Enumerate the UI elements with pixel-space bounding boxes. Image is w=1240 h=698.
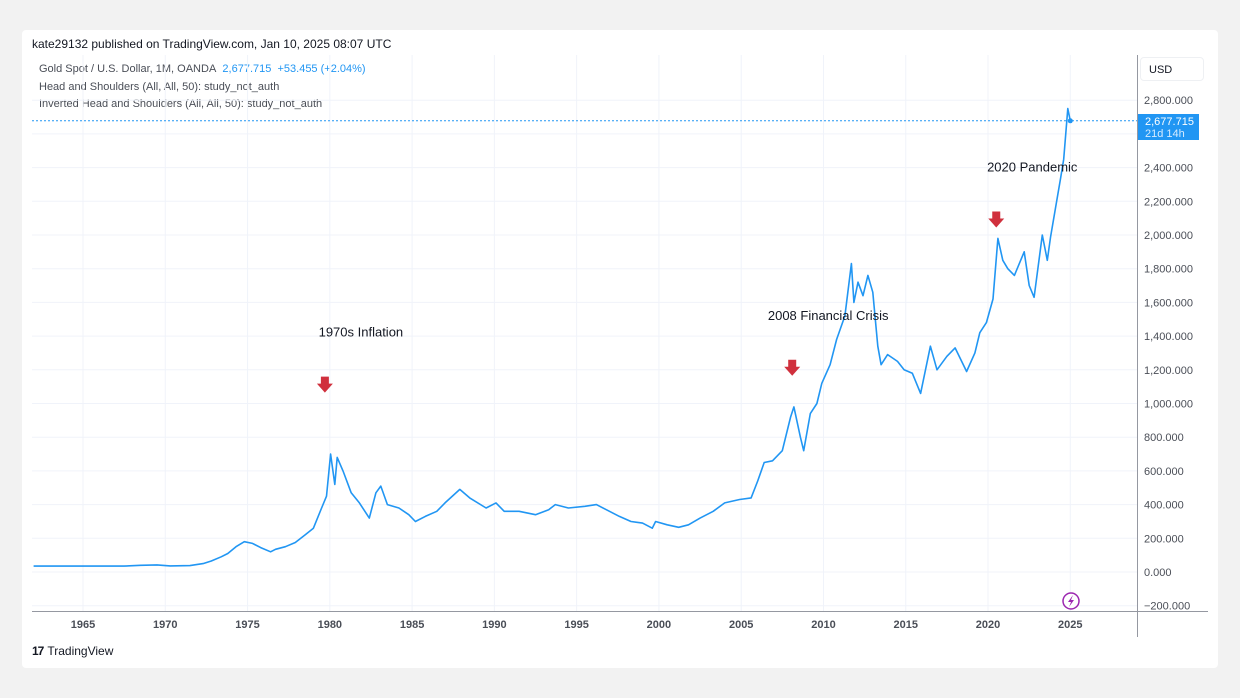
x-tick-label: 1995 xyxy=(564,619,588,631)
price-series-line xyxy=(33,107,1072,567)
annotations: 1970s Inflation 2008 Financial Crisis 2020… xyxy=(316,160,1078,393)
x-tick-label: 2005 xyxy=(729,619,753,631)
footer: 17 TradingView xyxy=(32,644,113,658)
flash-icon xyxy=(1062,592,1080,610)
annotation: 2008 Financial Crisis xyxy=(768,308,889,376)
publish-info: kate29132 published on TradingView.com, … xyxy=(32,37,392,51)
y-tick-label: 800.000 xyxy=(1144,432,1184,444)
y-tick-label: 600.000 xyxy=(1144,466,1184,478)
grid-lines xyxy=(32,55,1137,611)
y-tick-label: 1,400.000 xyxy=(1144,331,1193,343)
brand-name[interactable]: TradingView xyxy=(47,644,114,658)
x-tick-label: 1965 xyxy=(71,619,95,631)
x-tick-label: 2010 xyxy=(811,619,835,631)
y-tick-label: 1,000.000 xyxy=(1144,399,1193,411)
bar-countdown: 21d 14h xyxy=(1145,128,1185,140)
down-arrow-icon xyxy=(316,376,333,393)
x-tick-label: 2025 xyxy=(1058,619,1082,631)
symbol-price: 2,677.715 xyxy=(222,63,272,75)
down-arrow-icon xyxy=(784,359,801,376)
y-tick-label: 0.000 xyxy=(1144,567,1172,579)
study-legend-row[interactable]: Inverted Head and Shoulders (All, All, 5… xyxy=(39,98,323,110)
y-tick-label: 2,400.000 xyxy=(1144,163,1193,175)
study-legend-row[interactable]: Head and Shoulders (All, All, 50): study… xyxy=(39,80,280,93)
y-tick-label: −200.000 xyxy=(1144,601,1190,613)
x-tick-label: 1970 xyxy=(153,619,177,631)
last-price-tag: 2,677.715 21d 14h xyxy=(1138,114,1199,140)
y-tick-label: 2,200.000 xyxy=(1144,196,1193,208)
annotation-label: 2020 Pandemic xyxy=(987,160,1078,175)
y-tick-label: 1,800.000 xyxy=(1144,264,1193,276)
annotation-label: 1970s Inflation xyxy=(319,325,404,340)
x-tick-label: 2020 xyxy=(976,619,1000,631)
symbol-change: +53.455 (+2.04%) xyxy=(277,63,366,75)
currency-button[interactable]: USD xyxy=(1140,57,1204,81)
annotation-label: 2008 Financial Crisis xyxy=(768,308,889,323)
down-arrow-icon xyxy=(988,211,1005,228)
tradingview-logo-icon: 17 xyxy=(32,644,44,658)
y-tick-label: 400.000 xyxy=(1144,500,1184,512)
last-price-dot xyxy=(1067,118,1073,124)
y-tick-label: 2,800.000 xyxy=(1144,95,1193,107)
x-tick-label: 1980 xyxy=(318,619,342,631)
y-tick-label: 2,000.000 xyxy=(1144,230,1193,242)
x-tick-label: 1990 xyxy=(482,619,506,631)
x-tick-label: 2015 xyxy=(894,619,918,631)
y-tick-label: 200.000 xyxy=(1144,533,1184,545)
chart-card xyxy=(22,30,1218,668)
x-tick-label: 1985 xyxy=(400,619,424,631)
annotation: 1970s Inflation xyxy=(316,325,404,393)
x-tick-label: 1975 xyxy=(235,619,259,631)
y-axis: 2,800.000 2,400.000 2,200.000 2,000.000 1,80… xyxy=(1137,55,1193,637)
last-price-value: 2,677.715 xyxy=(1145,116,1194,128)
x-axis: 1965 1970 1975 1980 1985 1990 1995 2000 2005 2010… xyxy=(32,611,1208,631)
y-tick-label: 1,600.000 xyxy=(1144,297,1193,309)
y-tick-label: 1,200.000 xyxy=(1144,365,1193,377)
annotation: 2020 Pandemic xyxy=(987,160,1078,228)
x-tick-label: 2000 xyxy=(647,619,671,631)
